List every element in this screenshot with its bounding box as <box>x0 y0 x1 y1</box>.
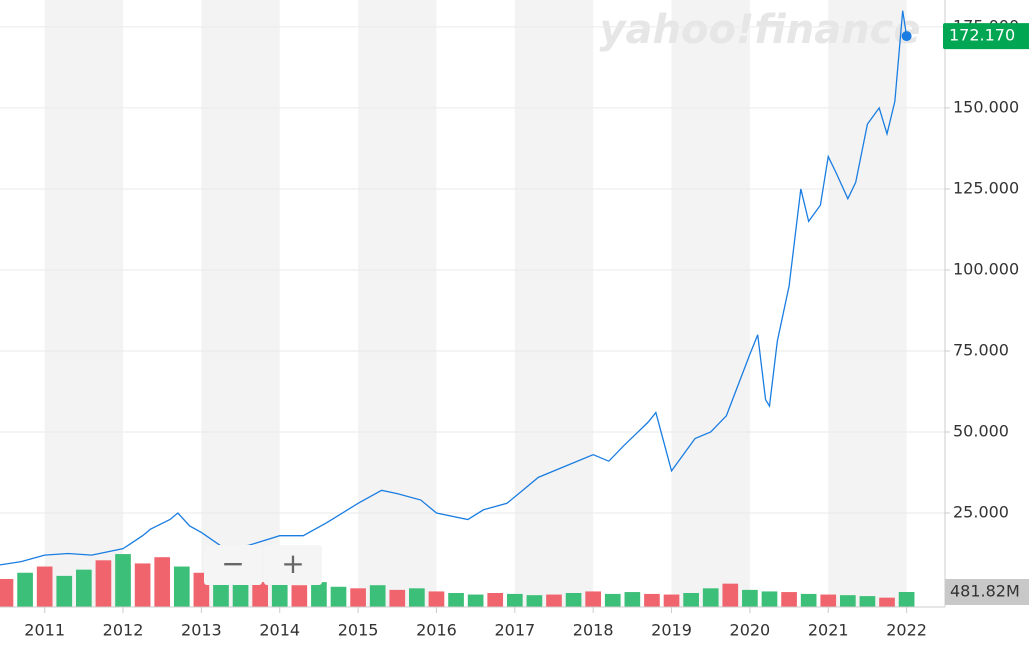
x-tick-label: 2018 <box>573 621 614 640</box>
volume-bar <box>800 593 817 607</box>
x-tick-label: 2020 <box>730 621 771 640</box>
x-tick-label: 2022 <box>886 621 927 640</box>
volume-tag <box>945 579 1029 606</box>
volume-label: 481.82M <box>950 582 1020 601</box>
volume-bar <box>898 592 915 607</box>
volume-bar <box>271 583 288 607</box>
watermark: yahoo!finance <box>599 7 920 53</box>
volume-bar <box>604 593 621 607</box>
volume-bar <box>311 582 327 607</box>
price-line <box>0 10 908 566</box>
volume-bar <box>291 585 308 607</box>
volume-bar <box>683 592 699 607</box>
x-tick-label: 2015 <box>338 621 379 640</box>
volume-bar <box>722 583 739 607</box>
zoom-in-button[interactable] <box>264 545 322 585</box>
zoom-out-label[interactable]: − <box>221 547 244 580</box>
last-point <box>901 31 912 42</box>
plot <box>0 10 945 607</box>
price-label: 172.170 <box>949 26 1015 45</box>
y-tick-label: 150.000 <box>953 97 1019 116</box>
volume-bar <box>389 589 406 607</box>
x-tick-label: 2016 <box>416 621 457 640</box>
volume-bar <box>252 582 268 607</box>
year-band <box>514 0 594 607</box>
volume-bar <box>232 578 249 607</box>
volume-bar <box>369 585 386 607</box>
volume-bar <box>134 563 151 607</box>
volume-bar <box>17 572 33 607</box>
x-tick-label: 2014 <box>259 621 300 640</box>
volume-bar <box>624 592 641 607</box>
volume-bar <box>154 557 171 607</box>
volume-bar <box>115 554 131 607</box>
volume-bar <box>663 594 680 607</box>
year-band <box>828 0 907 607</box>
volume-bar <box>448 592 464 607</box>
volume-bar <box>36 566 53 607</box>
volume-bar <box>173 566 190 607</box>
year-band <box>44 0 124 607</box>
year-band <box>201 0 280 607</box>
year-band <box>358 0 437 607</box>
zoom-in-label[interactable]: + <box>281 547 304 580</box>
volume-bar <box>350 588 366 607</box>
volume-bar <box>644 593 660 607</box>
volume-bar <box>467 594 484 607</box>
volume-bar <box>585 591 602 607</box>
volume-bar <box>56 575 73 607</box>
volume-bar <box>0 578 14 607</box>
volume-bar <box>859 596 876 607</box>
x-tick-label: 2019 <box>651 621 692 640</box>
year-band <box>671 0 750 607</box>
price-tag <box>943 23 1029 50</box>
volume-bar <box>879 597 895 607</box>
volume-bar <box>95 560 112 607</box>
y-tick-label: 75.000 <box>953 340 1009 359</box>
x-tick-label: 2017 <box>494 621 535 640</box>
y-tick-label: 50.000 <box>953 421 1009 440</box>
y-tick-label: 100.000 <box>953 259 1019 278</box>
x-tick-label: 2012 <box>103 621 144 640</box>
volume-bar <box>565 592 582 607</box>
volume-bar <box>761 591 778 607</box>
year-bands <box>44 0 907 607</box>
volume-bar <box>742 589 758 607</box>
x-tick-label: 2011 <box>24 621 65 640</box>
volume-bar <box>330 586 347 607</box>
x-tick-label: 2013 <box>181 621 222 640</box>
volume-bar <box>702 588 719 607</box>
volume-bar <box>526 595 543 607</box>
volume-bar <box>781 592 797 607</box>
volume-bar <box>840 595 856 607</box>
volume-bar <box>409 588 425 607</box>
volume-bar <box>546 594 562 607</box>
volume-bar <box>820 594 837 607</box>
volume-bar <box>76 569 92 607</box>
zoom-out-button[interactable] <box>204 545 262 585</box>
x-tick-label: 2021 <box>808 621 849 640</box>
volume-bar <box>428 591 445 607</box>
volume-bar <box>506 593 523 607</box>
y-tick-label: 125.000 <box>953 178 1019 197</box>
y-tick-label: 25.000 <box>953 503 1009 522</box>
volume-bar <box>487 592 504 607</box>
